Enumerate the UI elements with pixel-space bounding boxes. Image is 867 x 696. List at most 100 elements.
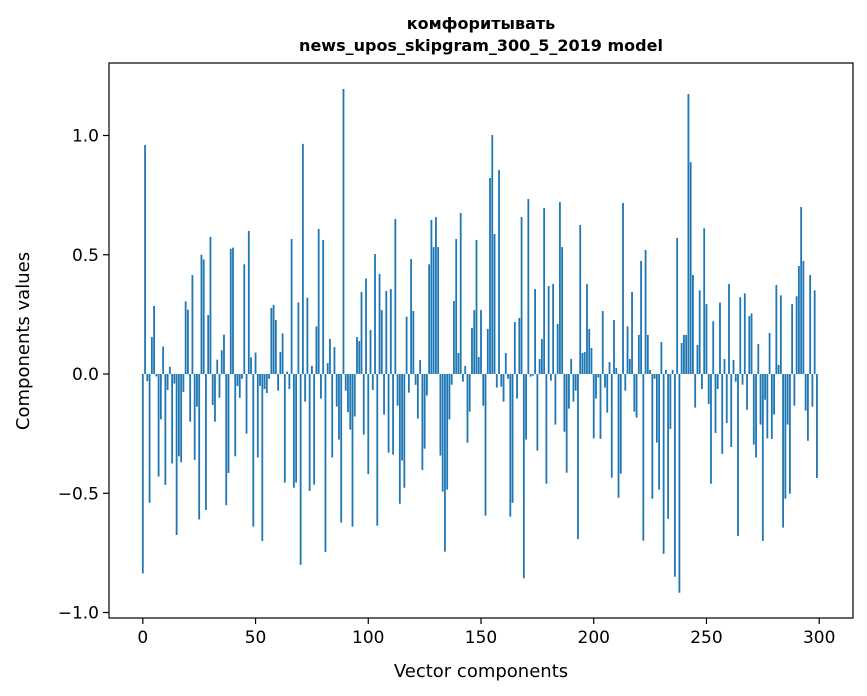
bar [410, 259, 413, 375]
bar [595, 374, 597, 399]
bar [773, 374, 775, 415]
bar [265, 374, 268, 394]
bar [155, 374, 158, 377]
bar [274, 320, 277, 375]
bar [581, 353, 584, 375]
bar [604, 374, 606, 388]
bar [615, 368, 618, 375]
bar [340, 374, 343, 523]
bar [660, 342, 663, 375]
bar [243, 264, 246, 375]
bar [804, 374, 807, 411]
bar [513, 322, 516, 375]
y-tick-label: −1.0 [58, 604, 99, 624]
bar [322, 239, 325, 375]
bar [484, 374, 487, 516]
bar [782, 374, 785, 528]
bar [786, 374, 789, 425]
bar [788, 374, 791, 494]
bar [182, 374, 185, 392]
bar [259, 374, 261, 386]
bar [344, 374, 347, 391]
bar [498, 170, 500, 375]
bar [493, 234, 496, 375]
bar [374, 254, 376, 375]
bar [423, 374, 426, 449]
bar [196, 374, 198, 407]
x-tick-label: 50 [245, 628, 267, 648]
bar [304, 374, 307, 402]
bar [335, 374, 338, 407]
bar [283, 374, 286, 483]
bar [586, 284, 588, 375]
bar [791, 304, 794, 375]
x-axis-label: Vector components [394, 661, 568, 682]
bar [216, 359, 219, 375]
x-tick-label: 0 [137, 628, 148, 648]
bar [653, 374, 656, 379]
bar [635, 374, 638, 418]
bar [658, 374, 661, 490]
bar [187, 309, 189, 375]
bar [369, 329, 372, 375]
bar [453, 301, 455, 375]
bar [655, 374, 658, 443]
bar [608, 362, 611, 375]
bar [570, 358, 573, 375]
bar [342, 88, 345, 375]
x-tick-label: 250 [690, 628, 722, 648]
bar [667, 374, 670, 519]
bar [633, 374, 636, 412]
bar [227, 374, 230, 473]
bar [146, 374, 149, 382]
bar [277, 374, 279, 391]
bar [405, 316, 408, 375]
bar [617, 374, 620, 498]
bar [441, 374, 444, 492]
bar [703, 228, 706, 375]
bar [416, 374, 419, 419]
bar [356, 337, 358, 375]
bar [331, 374, 334, 458]
bar [545, 374, 548, 484]
bar [694, 374, 697, 408]
bar [292, 374, 295, 488]
bar [482, 374, 485, 406]
bar [737, 374, 739, 536]
bar [168, 366, 171, 375]
bar [664, 369, 667, 375]
bar [734, 374, 737, 382]
bar [162, 346, 165, 375]
bar [649, 369, 651, 375]
bar [367, 374, 370, 475]
bar [209, 236, 212, 375]
bar [207, 315, 210, 375]
bar [626, 326, 629, 375]
y-tick-label: 1.0 [72, 127, 99, 147]
bar [157, 374, 160, 477]
bar [807, 374, 809, 441]
bar [759, 374, 762, 425]
bar [646, 334, 649, 375]
bar [236, 374, 239, 386]
bar [256, 374, 259, 458]
bar [333, 347, 336, 375]
bar [552, 284, 555, 375]
bar [619, 374, 622, 474]
bar [238, 374, 241, 398]
bar [500, 374, 503, 387]
bar [599, 374, 602, 439]
bar [712, 321, 715, 375]
bar [171, 374, 174, 464]
x-tick-label: 200 [578, 628, 610, 648]
bar [793, 374, 796, 406]
bar [583, 352, 586, 375]
plot-frame [108, 62, 854, 619]
bar [254, 352, 257, 375]
bar [329, 338, 331, 375]
bar [175, 374, 178, 536]
y-tick-label: −0.5 [58, 484, 99, 504]
bar [536, 374, 539, 451]
bar [628, 358, 631, 375]
bar [311, 365, 313, 375]
